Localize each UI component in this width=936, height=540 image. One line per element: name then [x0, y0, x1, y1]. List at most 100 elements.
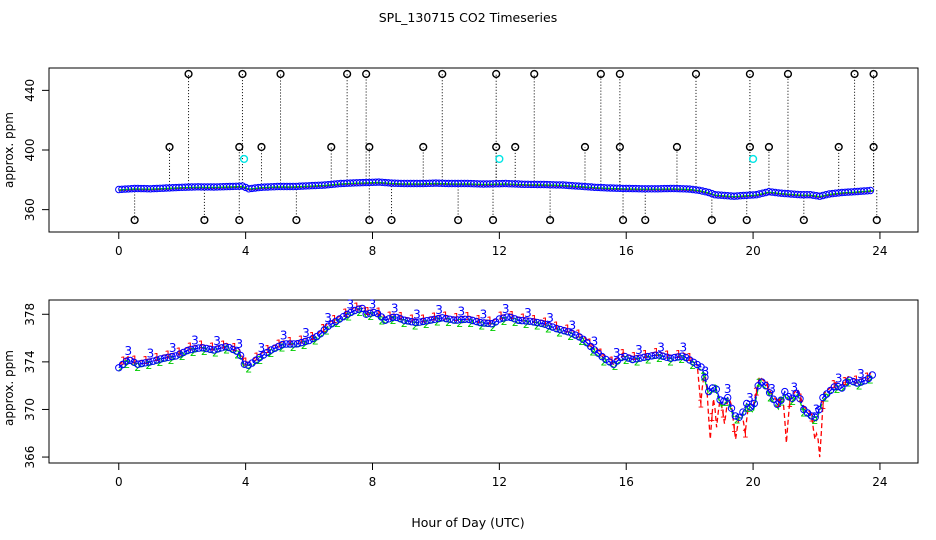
top-spike-low-point: [130, 215, 139, 225]
bottom-series3-marker: 3: [191, 334, 199, 348]
bottom-data-point: [198, 344, 207, 352]
bottom-series1-marker: 1: [753, 386, 760, 399]
bottom-data-point: [739, 408, 747, 416]
bottom-series2-marker: 2: [157, 356, 164, 369]
bottom-series3-marker: 3: [679, 341, 687, 355]
bottom-series2-marker: 2: [856, 380, 863, 393]
bottom-data-point: [400, 316, 408, 324]
top-spike-mid-point: [615, 142, 624, 152]
bottom-y-tick-label: 378: [23, 303, 37, 326]
bottom-series1-marker: 1: [342, 306, 349, 319]
bottom-data-point: [271, 344, 279, 352]
bottom-data-point: [796, 395, 804, 403]
top-spike-high-point: [783, 69, 793, 79]
bottom-data-point: [156, 355, 165, 363]
top-spike-mid-point: [869, 142, 878, 152]
top-spike-high-point: [691, 69, 701, 79]
bottom-data-point: [868, 371, 876, 379]
top-spike-high-point: [276, 69, 285, 79]
bottom-series3-marker: 3: [502, 302, 510, 316]
bottom-data-point: [263, 348, 271, 357]
bottom-series2-marker: 2: [201, 345, 208, 358]
bottom-series1-marker: 1: [720, 408, 727, 421]
bottom-data-point: [526, 317, 534, 325]
bottom-data-point: [236, 351, 245, 360]
bottom-data-point: [290, 340, 298, 348]
bottom-series3-marker: 3: [391, 301, 399, 315]
bottom-series3-marker: 3: [435, 303, 443, 317]
bottom-data-point: [293, 340, 302, 348]
bottom-data-point: [415, 318, 424, 326]
bottom-data-point: [750, 399, 758, 408]
top-spike-low-point: [365, 215, 374, 225]
bottom-series2-marker: 2: [867, 374, 874, 387]
bottom-data-point: [457, 315, 465, 324]
bottom-data-point: [339, 313, 347, 321]
bottom-data-point: [712, 385, 720, 393]
bottom-x-tick-label: 12: [492, 475, 507, 489]
bottom-series1-marker: 1: [409, 313, 416, 326]
bottom-data-point: [533, 318, 542, 327]
bottom-data-point: [784, 392, 793, 401]
bottom-data-point: [514, 316, 523, 324]
bottom-series1-marker: 1: [564, 323, 571, 336]
bottom-data-point: [278, 340, 287, 349]
bottom-data-point: [358, 304, 366, 313]
bottom-series1-marker: 1: [242, 356, 249, 369]
bottom-series3-marker: 3: [591, 335, 599, 349]
top-data-point: [701, 188, 710, 196]
bottom-data-point: [320, 326, 328, 334]
bottom-series3-marker: 3: [258, 341, 266, 355]
bottom-data-point: [240, 360, 249, 368]
bottom-data-point: [419, 317, 427, 326]
bottom-y-tick-label: 366: [23, 446, 37, 469]
top-spike-high-point: [615, 69, 624, 79]
bottom-data-point: [347, 308, 355, 317]
bottom-series1-marker: 1: [686, 351, 693, 364]
bottom-series1-marker: 1: [375, 306, 382, 319]
bottom-data-point: [541, 320, 549, 328]
bottom-series3-marker: 3: [657, 340, 665, 354]
top-x-tick-label: 12: [492, 244, 507, 258]
bottom-data-point: [225, 343, 233, 352]
top-x-tick-label: 4: [242, 244, 250, 258]
bottom-data-point: [434, 314, 443, 323]
bottom-series3-marker: 3: [413, 307, 421, 321]
bottom-series3-marker: 3: [568, 318, 576, 332]
bottom-series1-marker: 1: [708, 411, 715, 424]
bottom-series1-marker: 1: [142, 354, 149, 367]
top-spike-mid-point: [511, 142, 520, 152]
bottom-data-point: [845, 376, 854, 384]
bottom-data-point: [392, 313, 401, 322]
bottom-series1-marker: 1: [131, 354, 138, 367]
bottom-series1-marker: 1: [542, 315, 549, 328]
panel-top: 0 4 8 12 16 20 24 360 400 440: [23, 67, 919, 258]
bottom-series2-marker: 2: [778, 396, 785, 409]
bottom-data-point: [499, 314, 507, 322]
bottom-data-point: [651, 351, 660, 359]
bottom-data-point: [701, 373, 709, 381]
bottom-data-point: [351, 306, 359, 315]
bottom-data-point: [274, 342, 283, 351]
top-x-tick-label: 20: [745, 244, 760, 258]
bottom-series3-marker: 3: [524, 306, 532, 320]
bottom-data-point: [423, 317, 431, 325]
ylabel-bottom: approx. ppm: [2, 350, 16, 426]
top-spike-high-point: [343, 69, 352, 79]
bottom-data-point: [149, 357, 157, 365]
bottom-data-point: [214, 345, 222, 353]
bottom-series3-marker: 3: [613, 346, 621, 360]
bottom-data-point: [724, 393, 732, 402]
bottom-data-point: [503, 313, 511, 321]
bottom-series3-marker: 3: [147, 347, 155, 361]
bottom-data-point: [187, 345, 195, 354]
bottom-series3-marker: 3: [169, 341, 177, 355]
bottom-x-tick-label: 8: [369, 475, 377, 489]
bottom-data-point: [332, 317, 340, 326]
bottom-data-point: [259, 351, 268, 359]
bottom-data-point: [617, 353, 625, 362]
bottom-data-point: [773, 400, 781, 408]
bottom-data-point: [461, 315, 469, 323]
bottom-data-point: [552, 324, 561, 333]
bottom-series2-marker: 2: [478, 320, 485, 333]
